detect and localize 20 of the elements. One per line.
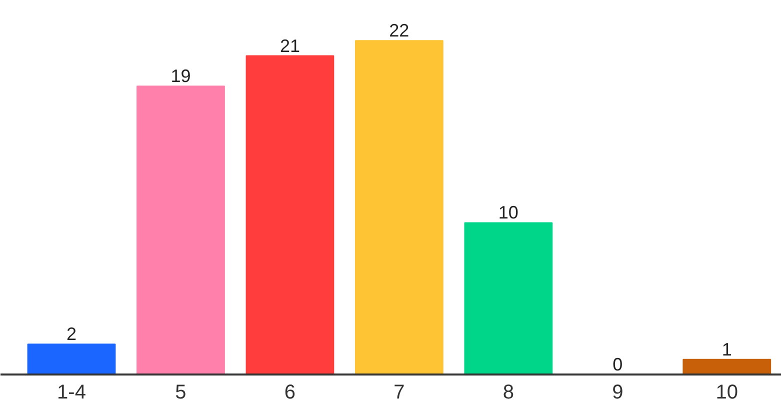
- bar: [355, 40, 444, 374]
- bar: [464, 222, 553, 374]
- bar: [246, 55, 334, 374]
- x-tick-label: 9: [612, 382, 624, 401]
- data-label: 19: [170, 66, 191, 86]
- data-label: 1: [722, 339, 732, 360]
- x-tick-label: 7: [394, 382, 405, 401]
- x-tick-label: 8: [502, 382, 514, 401]
- x-tick-label: 6: [284, 382, 296, 401]
- x-tick-label: 5: [175, 382, 186, 401]
- x-tick-label: 1-4: [57, 382, 86, 401]
- data-label: 10: [498, 202, 518, 223]
- data-label: 22: [389, 20, 410, 41]
- data-label: 21: [280, 36, 300, 56]
- data-label: 2: [66, 324, 77, 344]
- bar: [136, 86, 225, 374]
- data-label: 0: [612, 354, 623, 374]
- bar: [682, 358, 772, 374]
- bar: [27, 344, 116, 374]
- x-tick-label: 10: [716, 382, 738, 401]
